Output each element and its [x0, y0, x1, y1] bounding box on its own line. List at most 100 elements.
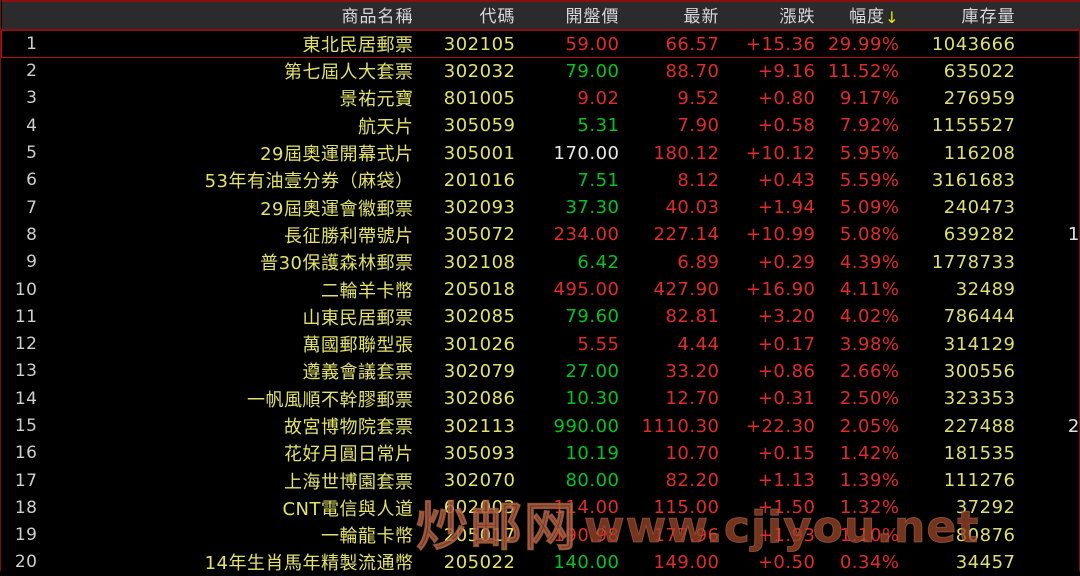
column-header-mcap[interactable]: 市值 — [1022, 1, 1080, 30]
price-change: +1.50 — [726, 494, 822, 521]
price-change: +15.36 — [726, 30, 822, 58]
column-header-volume[interactable]: 庫存量 — [906, 1, 1022, 30]
price-change: +0.29 — [726, 249, 822, 276]
column-header-change[interactable]: 漲跌 — [726, 1, 822, 30]
change-percent: 11.52% — [822, 58, 906, 85]
table-row[interactable]: 12萬國郵聯型張3010265.554.44+0.173.98%31412913… — [2, 330, 1080, 357]
row-index: 9 — [2, 249, 98, 276]
price-change: +10.12 — [726, 139, 822, 166]
last-price: 149.00 — [626, 549, 726, 576]
product-code: 302105 — [420, 30, 522, 58]
market-value: 2636650 — [1022, 85, 1080, 112]
product-name: 航天片 — [98, 112, 420, 139]
product-name: 遵義會議套票 — [98, 358, 420, 385]
market-value: 9978459 — [1022, 358, 1080, 385]
row-index: 17 — [2, 467, 98, 494]
row-index: 16 — [2, 440, 98, 467]
change-percent: 5.08% — [822, 221, 906, 248]
row-index: 13 — [2, 358, 98, 385]
product-code: 302086 — [420, 385, 522, 412]
market-value: 12255470 — [1022, 249, 1080, 276]
row-index: 4 — [2, 112, 98, 139]
open-price: 59.00 — [522, 30, 626, 58]
product-code: 305001 — [420, 139, 522, 166]
stock-volume: 314129 — [906, 330, 1022, 357]
open-price: 10.19 — [522, 440, 626, 467]
market-value: 69476846 — [1022, 30, 1080, 58]
row-index: 14 — [2, 385, 98, 412]
column-header-last[interactable]: 最新 — [626, 1, 726, 30]
change-percent: 7.92% — [822, 112, 906, 139]
product-name: 景祐元寶 — [98, 85, 420, 112]
stock-volume: 34457 — [906, 549, 1022, 576]
stock-volume: 1043666 — [906, 30, 1022, 58]
market-value: 13902043 — [1022, 276, 1080, 303]
stock-volume: 639282 — [906, 221, 1022, 248]
change-percent: 1.39% — [822, 467, 906, 494]
market-value: 9626134 — [1022, 194, 1080, 221]
last-price: 4.44 — [626, 330, 726, 357]
change-percent: 4.11% — [822, 276, 906, 303]
change-percent: 9.17% — [822, 85, 906, 112]
stock-volume: 116208 — [906, 139, 1022, 166]
column-header-label: 代碼 — [480, 7, 516, 27]
last-price: 6.89 — [626, 249, 726, 276]
stock-volume: 323353 — [906, 385, 1022, 412]
product-code: 602003 — [420, 494, 522, 521]
market-value: 145206513 — [1022, 221, 1080, 248]
last-price: 7.90 — [626, 112, 726, 139]
sort-descending-icon: ↓ — [885, 8, 899, 27]
table-row[interactable]: 4航天片3050595.317.90+0.587.92%115552791286… — [2, 112, 1080, 139]
table-row[interactable]: 3景祐元寶8010059.029.52+0.809.17%27695926366… — [2, 85, 1080, 112]
open-price: 190.98 — [522, 522, 626, 549]
product-code: 302070 — [420, 467, 522, 494]
product-name: 53年有油壹分券（麻袋） — [98, 167, 420, 194]
stock-volume: 635022 — [906, 58, 1022, 85]
market-value: 5134003 — [1022, 549, 1080, 576]
column-header-pct[interactable]: 幅度↓ — [822, 1, 906, 30]
open-price: 990.00 — [522, 412, 626, 439]
price-change: +16.90 — [726, 276, 822, 303]
market-value: 65125428 — [1022, 303, 1080, 330]
stock-volume: 276959 — [906, 85, 1022, 112]
market-value: 252579926 — [1022, 412, 1080, 439]
last-price: 88.70 — [626, 58, 726, 85]
price-change: +10.99 — [726, 221, 822, 248]
column-header-index[interactable] — [2, 1, 98, 30]
change-percent: 1.42% — [822, 440, 906, 467]
column-header-open[interactable]: 開盤價 — [522, 1, 626, 30]
last-price: 82.81 — [626, 303, 726, 330]
change-percent: 4.02% — [822, 303, 906, 330]
open-price: 234.00 — [522, 221, 626, 248]
price-change: +0.86 — [726, 358, 822, 385]
row-index: 19 — [2, 522, 98, 549]
open-price: 170.00 — [522, 139, 626, 166]
last-price: 227.14 — [626, 221, 726, 248]
product-name: 山東民居郵票 — [98, 303, 420, 330]
product-code: 305072 — [420, 221, 522, 248]
column-header-name[interactable]: 商品名稱 — [98, 1, 420, 30]
product-name: CNT電信與人道 — [98, 494, 420, 521]
column-header-label: 幅度 — [849, 7, 885, 27]
product-code: 302085 — [420, 303, 522, 330]
column-header-code[interactable]: 代碼 — [420, 1, 522, 30]
stock-volume: 786444 — [906, 303, 1022, 330]
